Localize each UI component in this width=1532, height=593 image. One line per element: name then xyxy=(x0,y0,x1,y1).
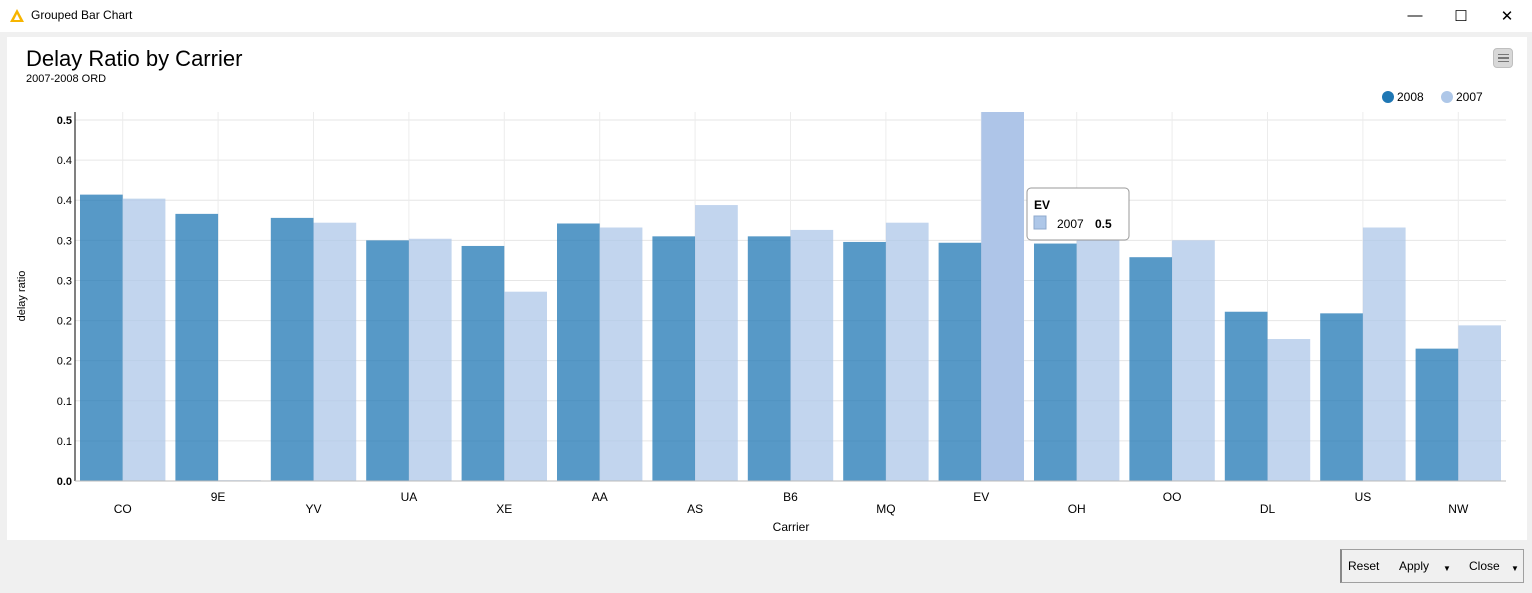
y-axis-label: delay ratio xyxy=(16,271,28,322)
minimize-icon: — xyxy=(1407,7,1423,24)
tooltip-value: 0.5 xyxy=(1095,217,1112,231)
bar-2007-OH[interactable] xyxy=(1076,236,1120,481)
maximize-icon: ☐ xyxy=(1454,7,1468,25)
bar-2008-EV[interactable] xyxy=(938,242,982,481)
x-tick-label: CO xyxy=(114,502,132,516)
bar-2007-AA[interactable] xyxy=(599,227,643,481)
x-tick-label: XE xyxy=(496,502,512,516)
x-tick-label: OO xyxy=(1163,490,1182,504)
x-tick-label: AA xyxy=(592,490,608,504)
x-tick-label: US xyxy=(1355,490,1372,504)
axes: 0.0 0.1 0.1 0.2 0.2 0.3 0.3 0.4 0.4 0.5 CO 9E YV UA XE… xyxy=(57,112,1506,516)
close-icon: ✕ xyxy=(1500,7,1514,25)
y-tick-label: 0.2 xyxy=(57,356,72,368)
close-window-button[interactable]: ✕ xyxy=(1484,0,1530,31)
legend-swatch-2007[interactable] xyxy=(1441,91,1453,103)
bar-2008-CO[interactable] xyxy=(80,194,123,482)
bar-2008-AS[interactable] xyxy=(652,236,696,481)
x-tick-label: MQ xyxy=(876,502,895,516)
tooltip-swatch xyxy=(1033,215,1047,230)
y-tick-label: 0.3 xyxy=(57,275,72,287)
menu-icon xyxy=(1497,53,1509,56)
bar-2007-CO[interactable] xyxy=(122,198,166,482)
bar-2008-OO[interactable] xyxy=(1129,257,1173,481)
bar-2007-OO[interactable] xyxy=(1172,240,1215,481)
x-axis-label: Carrier xyxy=(773,520,810,534)
bar-2007-AS[interactable] xyxy=(695,205,738,481)
bar-2008-MQ[interactable] xyxy=(843,241,886,481)
legend: 2008 2007 xyxy=(1382,90,1483,104)
chart-menu-button[interactable] xyxy=(1493,48,1513,68)
knime-app-icon xyxy=(10,9,24,22)
y-tick-label: 0.2 xyxy=(57,316,72,328)
legend-swatch-2008[interactable] xyxy=(1382,91,1394,103)
bar-2007-MQ[interactable] xyxy=(885,222,929,481)
y-tick-label: 0.5 xyxy=(57,115,72,127)
bar-2008-XE[interactable] xyxy=(461,245,505,481)
bar-2008-DL[interactable] xyxy=(1224,311,1268,481)
apply-button[interactable]: Apply xyxy=(1399,559,1430,573)
bar-2008-YV[interactable] xyxy=(270,217,314,481)
maximize-button[interactable]: ☐ xyxy=(1438,0,1484,31)
x-tick-label: AS xyxy=(687,502,703,516)
y-tick-label: 0.0 xyxy=(57,476,72,488)
y-tick-label: 0.4 xyxy=(57,155,72,167)
legend-label-2008[interactable]: 2008 xyxy=(1397,90,1424,104)
chart-title: Delay Ratio by Carrier xyxy=(26,46,242,71)
bar-2007-NW[interactable] xyxy=(1458,325,1501,481)
apply-dropdown-icon[interactable]: ▼ xyxy=(1443,564,1451,573)
x-tick-label: YV xyxy=(305,502,321,516)
x-tick-label: DL xyxy=(1260,502,1276,516)
x-tick-label: B6 xyxy=(783,490,798,504)
close-dropdown-icon[interactable]: ▼ xyxy=(1511,564,1519,573)
bars xyxy=(80,112,1501,482)
tooltip-series: 2007 xyxy=(1057,217,1084,231)
bar-2008-NW[interactable] xyxy=(1415,348,1459,481)
bar-2007-UA[interactable] xyxy=(408,238,452,481)
reset-button[interactable]: Reset xyxy=(1348,559,1380,573)
title-bar: Grouped Bar Chart — ☐ ✕ xyxy=(0,0,1532,32)
bar-2007-EV[interactable] xyxy=(981,112,1024,481)
bar-2008-B6[interactable] xyxy=(747,236,791,481)
bar-2008-US[interactable] xyxy=(1320,313,1363,481)
legend-label-2007[interactable]: 2007 xyxy=(1456,90,1483,104)
tooltip-box xyxy=(1026,187,1130,241)
bar-2007-B6[interactable] xyxy=(790,229,834,481)
tooltip-category: EV xyxy=(1034,198,1050,212)
x-tick-label: UA xyxy=(401,490,418,504)
y-tick-label: 0.1 xyxy=(57,436,72,448)
x-tick-label: OH xyxy=(1068,502,1086,516)
x-tick-label: EV xyxy=(973,490,989,504)
y-tick-label: 0.4 xyxy=(57,195,72,207)
bar-2008-OH[interactable] xyxy=(1034,243,1077,481)
bar-2007-YV[interactable] xyxy=(313,222,357,481)
y-tick-label: 0.3 xyxy=(57,235,72,247)
dialog-button-bar: Reset Apply ▼ Close ▼ xyxy=(1340,549,1524,583)
tooltip: EV 2007 0.5 xyxy=(1026,187,1130,241)
chart-subtitle: 2007-2008 ORD xyxy=(26,73,106,85)
x-tick-label: 9E xyxy=(211,490,226,504)
bar-2007-XE[interactable] xyxy=(504,291,547,481)
x-tick-label: NW xyxy=(1448,502,1469,516)
bar-2007-US[interactable] xyxy=(1362,227,1406,481)
bar-2008-UA[interactable] xyxy=(366,240,409,481)
minimize-button[interactable]: — xyxy=(1392,0,1438,31)
bar-2007-DL[interactable] xyxy=(1267,339,1311,481)
y-tick-label: 0.1 xyxy=(57,396,72,408)
close-button[interactable]: Close xyxy=(1469,559,1500,573)
window-title: Grouped Bar Chart xyxy=(31,8,133,22)
bar-2008-9E[interactable] xyxy=(175,213,219,481)
bar-2008-AA[interactable] xyxy=(557,223,600,481)
